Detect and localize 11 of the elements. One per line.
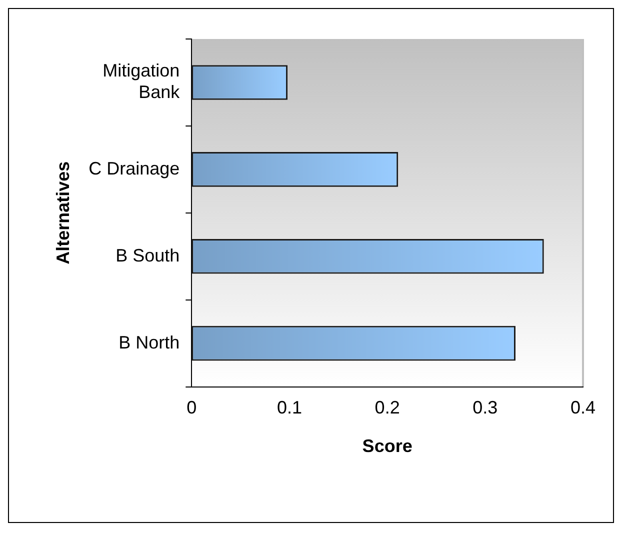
- y-tick-label: Mitigation Bank: [102, 60, 181, 102]
- x-axis-title: Score: [362, 436, 412, 456]
- y-tick-label: C Drainage: [88, 158, 180, 178]
- x-tick-label: 0: [186, 398, 197, 418]
- y-tick-label: B South: [116, 245, 180, 266]
- y-axis-title: Alternatives: [52, 161, 73, 264]
- y-tick-label: B North: [118, 332, 180, 352]
- x-tick-label: 0.2: [374, 398, 400, 418]
- x-tick-label: 0.3: [472, 398, 498, 418]
- x-tick-label: 0.1: [276, 398, 302, 418]
- x-tick-label: 0.4: [570, 398, 596, 418]
